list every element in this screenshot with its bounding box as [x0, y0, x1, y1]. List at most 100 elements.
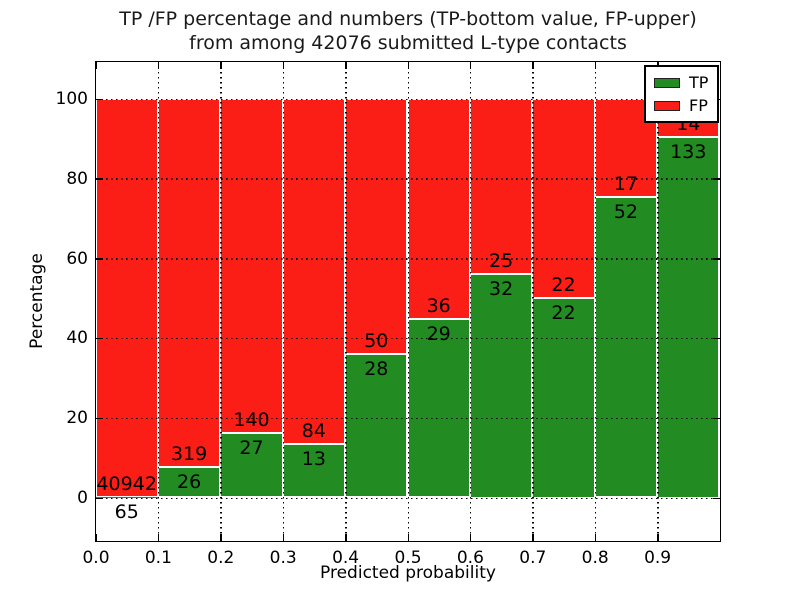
- bar-segment-tp: [469, 273, 533, 498]
- bar-segment-fp: [220, 98, 283, 433]
- gridline-v: [407, 61, 409, 541]
- gridline-v: [657, 61, 659, 541]
- x-tick-label: 0.9: [644, 548, 672, 568]
- y-tick-right: [712, 178, 720, 180]
- gridline-v: [282, 61, 285, 541]
- y-axis-label: Percentage: [27, 253, 47, 349]
- x-tick-bottom: [282, 533, 285, 541]
- x-tick-top: [469, 61, 472, 69]
- bar-segment-tp: [95, 496, 158, 498]
- y-tick-label: 20: [66, 408, 88, 429]
- bar-segment-tp: [532, 298, 595, 498]
- tp-count-label: 27: [239, 436, 264, 459]
- bar-segment-fp: [469, 98, 533, 274]
- x-tick-bottom: [594, 533, 597, 541]
- y-tick-right: [712, 258, 720, 260]
- x-tick-bottom: [345, 533, 347, 541]
- gridline-v: [345, 61, 347, 541]
- gridline-v: [469, 61, 472, 541]
- x-tick-label: 0.5: [394, 548, 422, 568]
- bar-segment-tp: [407, 319, 470, 498]
- bar-segment-tp: [345, 354, 408, 498]
- tp-legend-label: TP: [689, 72, 709, 92]
- bar-segment-fp: [282, 98, 346, 445]
- fp-count-label: 36: [426, 295, 451, 318]
- tp-count-label: 29: [426, 323, 451, 346]
- x-tick-label: 0.4: [332, 548, 360, 568]
- tp-legend-swatch: [654, 77, 680, 88]
- chart-title: TP /FP percentage and numbers (TP-bottom…: [96, 7, 720, 55]
- fp-legend-swatch: [654, 100, 680, 111]
- plot-area: 40942 65 319 26 140 27 84 13 50 28 36 29 25 32 22 22 17 5…: [94, 60, 721, 542]
- fp-count-label: 319: [170, 443, 208, 466]
- x-tick-top: [220, 61, 222, 69]
- bar-segment-fp: [345, 98, 408, 355]
- x-tick-label: 0.8: [581, 548, 609, 568]
- y-tick-label: 100: [55, 89, 88, 109]
- x-tick-label: 0.7: [519, 548, 547, 568]
- y-tick-left: [95, 417, 103, 420]
- fp-count-label: 17: [613, 172, 638, 195]
- chart-title-line1: TP /FP percentage and numbers (TP-bottom…: [119, 8, 697, 30]
- y-tick-left: [95, 178, 103, 180]
- bar-segment-tp: [594, 196, 658, 498]
- legend-item-tp: TP: [654, 71, 708, 94]
- x-tick-label: 0.1: [144, 548, 172, 568]
- gridline-v: [532, 61, 534, 541]
- x-tick-bottom: [220, 533, 222, 541]
- y-tick-left: [95, 258, 103, 260]
- fp-count-label: 84: [301, 420, 326, 443]
- y-tick-label: 60: [66, 248, 88, 269]
- tp-count-label: 32: [489, 277, 514, 300]
- x-tick-bottom: [469, 533, 472, 541]
- tp-count-label: 22: [551, 302, 576, 324]
- y-tick-left: [95, 497, 103, 499]
- tp-count-label: 52: [613, 200, 638, 223]
- x-axis-label: Predicted probability: [320, 563, 496, 583]
- bar-segment-tp: [657, 136, 720, 498]
- bar-segment-tp: [157, 467, 221, 498]
- x-tick-top: [345, 61, 347, 69]
- x-tick-top: [157, 61, 160, 69]
- y-tick-right: [712, 417, 720, 420]
- fp-legend-label: FP: [689, 95, 708, 115]
- x-tick-top: [407, 61, 409, 69]
- y-tick-label: 0: [77, 488, 88, 508]
- x-tick-label: 0.3: [269, 548, 297, 568]
- x-tick-bottom: [157, 533, 160, 541]
- x-tick-bottom: [657, 533, 659, 541]
- y-tick-label: 80: [66, 168, 88, 189]
- fp-count-label: 25: [489, 249, 514, 272]
- tp-count-label: 65: [114, 500, 139, 523]
- fp-count-label: 140: [233, 408, 270, 431]
- legend-item-fp: FP: [654, 94, 708, 117]
- fp-count-label: 40942: [96, 472, 157, 495]
- legend: TP FP: [644, 65, 720, 123]
- x-tick-bottom: [407, 533, 409, 541]
- x-tick-label: 0.0: [82, 548, 110, 568]
- y-tick-right: [712, 497, 720, 499]
- tp-count-label: 26: [177, 471, 202, 494]
- x-tick-top: [594, 61, 597, 69]
- gridline-v: [157, 61, 160, 541]
- tp-count-label: 28: [364, 358, 389, 381]
- x-tick-label: 0.2: [207, 548, 235, 568]
- fp-count-label: 22: [551, 274, 576, 296]
- x-tick-bottom: [532, 533, 534, 541]
- y-tick-right: [712, 337, 720, 340]
- x-tick-top: [532, 61, 534, 69]
- gridline-v: [220, 61, 222, 541]
- x-tick-top: [282, 61, 285, 69]
- fp-count-label: 50: [364, 330, 389, 353]
- y-tick-left: [95, 337, 103, 340]
- chart-title-line2: from among 42076 submitted L-type contac…: [189, 32, 627, 54]
- tp-count-label: 13: [301, 448, 326, 471]
- gridline-v: [594, 61, 597, 541]
- x-tick-label: 0.6: [456, 548, 484, 568]
- y-tick-label: 40: [66, 328, 88, 349]
- y-tick-left: [95, 98, 103, 100]
- x-tick-top: [95, 61, 97, 69]
- bar-segment-fp: [95, 98, 158, 497]
- tp-count-label: 133: [670, 140, 707, 163]
